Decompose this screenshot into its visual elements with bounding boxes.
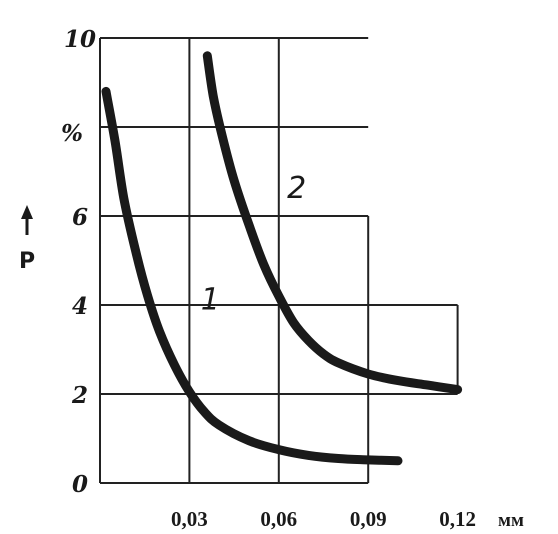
x-unit-label: мм — [498, 510, 524, 531]
x-tick-label: 0,12 — [439, 507, 476, 531]
chart-grid — [99, 37, 459, 484]
chart-labels: 1 2 0 2 4 6 10% P 0,03 0,06 0,09 0,12 мм — [19, 26, 524, 531]
y-axis-arrow-icon — [21, 205, 33, 219]
y-tick-label: 2 — [71, 382, 88, 409]
curve-series-2 — [202, 51, 463, 395]
x-tick-label: 0,06 — [260, 507, 297, 531]
curve-label-1: 1 — [201, 282, 220, 317]
y-unit-label: % — [61, 120, 83, 147]
y-tick-label: 4 — [72, 293, 88, 320]
y-tick-label: 6 — [72, 204, 88, 231]
chart-curves — [101, 51, 463, 466]
x-tick-label: 0,03 — [171, 507, 208, 531]
x-tick-label: 0,09 — [350, 507, 387, 531]
curve-label-2: 2 — [287, 171, 306, 206]
y-tick-label: 0 — [72, 471, 88, 498]
y-tick-label: 10 — [64, 26, 96, 53]
curve-series-1 — [101, 86, 403, 466]
y-axis-label: P — [19, 249, 35, 274]
